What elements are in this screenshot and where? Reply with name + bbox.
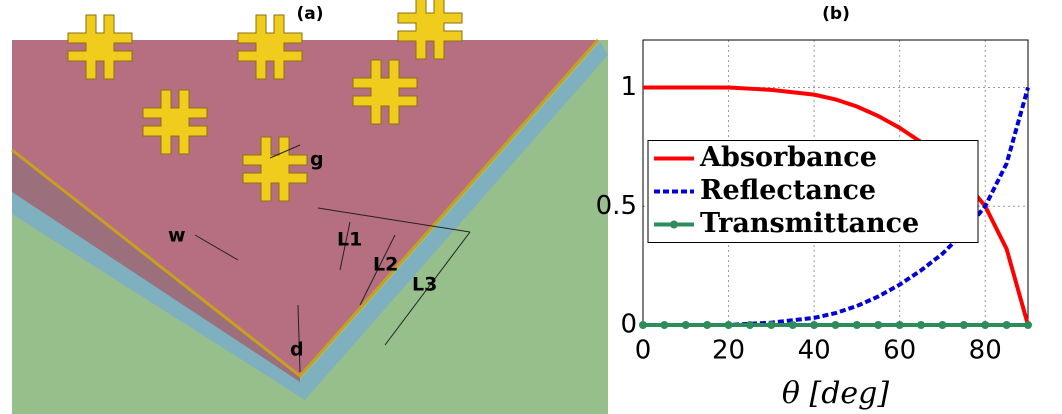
x-tick-label: 40 <box>798 336 831 366</box>
series-marker <box>810 321 818 329</box>
dim-label: w <box>168 225 186 247</box>
series-marker <box>639 321 647 329</box>
series-marker <box>917 321 925 329</box>
series-marker <box>660 321 668 329</box>
panel-a: (a) w g L1 L2 L3 d <box>12 0 608 414</box>
series-marker <box>789 321 797 329</box>
legend-label: Reflectance <box>700 175 876 206</box>
x-tick-label: 60 <box>883 336 916 366</box>
legend-label: Transmittance <box>700 208 919 239</box>
dim-label: d <box>290 339 304 361</box>
dim-label: L2 <box>373 254 398 276</box>
dim-label: L1 <box>337 229 362 251</box>
series-marker <box>896 321 904 329</box>
x-tick-label: 0 <box>635 336 652 366</box>
series-marker <box>682 321 690 329</box>
series-marker <box>1003 321 1011 329</box>
legend-label: Absorbance <box>699 142 877 173</box>
y-tick-label: 0.5 <box>596 191 637 221</box>
panel-title: (a) <box>296 4 323 24</box>
series-marker <box>874 321 882 329</box>
dim-label: g <box>310 149 324 171</box>
series-marker <box>767 321 775 329</box>
series-marker <box>703 321 711 329</box>
series-marker <box>981 321 989 329</box>
x-tick-label: 20 <box>712 336 745 366</box>
dim-label: L3 <box>412 274 437 296</box>
legend-marker <box>670 221 678 229</box>
x-tick-label: 80 <box>969 336 1002 366</box>
x-axis-label: θ [deg] <box>782 376 889 411</box>
figure: (a) w g L1 L2 L3 d (b) 00.51020406080θ [… <box>0 0 1062 414</box>
series-marker <box>960 321 968 329</box>
series-marker <box>725 321 733 329</box>
series-marker <box>1024 321 1032 329</box>
chart-title: (b) <box>822 4 850 24</box>
series-marker <box>746 321 754 329</box>
y-tick-label: 1 <box>620 72 637 102</box>
series-marker <box>832 321 840 329</box>
series-marker <box>938 321 946 329</box>
series-marker <box>853 321 861 329</box>
